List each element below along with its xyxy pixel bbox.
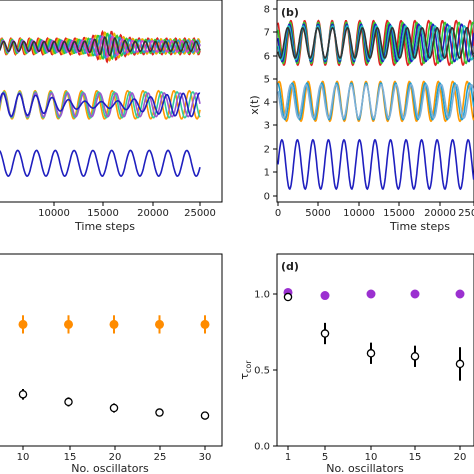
x-tick-label: 20000 <box>137 208 169 219</box>
data-point-c-0 <box>18 319 28 329</box>
x-axis-label: No. oscillators <box>326 462 404 474</box>
x-tick-label: 15000 <box>383 208 415 219</box>
x-tick-label: 20 <box>454 452 467 463</box>
x-tick-label: 25000 <box>458 208 474 219</box>
series-line-a-0-0 <box>0 149 201 177</box>
x-tick-label: 10 <box>365 452 378 463</box>
x-tick-label: 10 <box>17 452 30 463</box>
x-axis-label: Time steps <box>389 220 450 233</box>
data-point-c-1 <box>109 403 119 413</box>
x-tick-label: 5000 <box>305 208 330 219</box>
data-point-c-0 <box>155 319 164 329</box>
x-tick-label: 5 <box>322 452 328 463</box>
data-point-c-0 <box>109 319 119 329</box>
y-tick-label: 3 <box>264 121 270 132</box>
data-point-d-0 <box>410 289 420 299</box>
y-tick-label: 0.5 <box>254 366 270 377</box>
x-axis-label: Time steps <box>74 220 135 233</box>
data-point-c-1 <box>155 408 164 417</box>
y-axis-label-main: τ <box>238 373 251 380</box>
y-axis-label: x(t) <box>248 95 261 114</box>
series-line-b-2-2 <box>277 23 474 63</box>
data-point-c-1 <box>200 411 210 420</box>
x-tick-label: 1 <box>285 452 291 463</box>
data-point-d-0 <box>320 291 330 301</box>
data-point-d-0 <box>455 289 465 299</box>
y-tick-label: 8 <box>264 5 270 16</box>
series-line-a-1-3 <box>0 92 201 118</box>
y-axis-label-subscript: cor <box>244 360 253 373</box>
y-tick-label: 7 <box>264 28 270 39</box>
data-point-c-0 <box>64 319 73 329</box>
data-point-d-1 <box>366 349 376 358</box>
panel-label: (b) <box>281 6 299 19</box>
x-tick-label: 0 <box>275 208 281 219</box>
y-tick-label: 6 <box>264 52 270 63</box>
y-tick-label: 5 <box>264 75 270 86</box>
x-tick-label: 15000 <box>87 208 119 219</box>
axes-frame-d <box>276 253 474 447</box>
x-tick-label: 20000 <box>424 208 456 219</box>
data-point-c-0 <box>200 319 210 329</box>
series-line-b-0-0 <box>277 138 474 191</box>
panel-a: 10000 15000 20000 25000 Time steps <box>0 0 223 233</box>
data-point-d-1 <box>455 359 465 369</box>
x-tick-label: 30 <box>199 452 212 463</box>
x-tick-label: 15 <box>409 452 422 463</box>
axes-frame-b <box>276 0 474 203</box>
x-tick-label: 25000 <box>184 208 216 219</box>
data-point-d-0 <box>366 289 376 299</box>
data-point-d-1 <box>283 292 293 302</box>
panel-c: 10 15 20 25 30 No. oscillators <box>0 253 223 474</box>
x-axis-label: No. oscillators <box>71 462 149 474</box>
data-point-d-1 <box>410 352 420 361</box>
data-point-c-1 <box>64 397 73 407</box>
series-line-b-2-3 <box>277 24 474 61</box>
x-tick-label: 10000 <box>343 208 375 219</box>
x-tick-label: 15 <box>64 452 77 463</box>
series-line-a-2-5 <box>0 36 201 57</box>
data-point-d-1 <box>320 329 330 338</box>
y-tick-label: 2 <box>264 145 270 156</box>
y-tick-label: 4 <box>264 98 270 109</box>
panel-label: (d) <box>281 260 299 273</box>
data-point-c-1 <box>18 390 28 399</box>
y-tick-label: 1.0 <box>254 290 270 301</box>
y-tick-label: 0.0 <box>254 442 270 453</box>
axes-frame-c <box>0 253 223 447</box>
x-tick-label: 10000 <box>38 208 70 219</box>
y-axis-label: τcor <box>238 360 253 380</box>
axes-frame-a <box>0 0 223 203</box>
series-line-b-1-2 <box>277 83 474 119</box>
y-tick-label: 1 <box>264 168 270 179</box>
x-tick-label: 20 <box>109 452 122 463</box>
series-line-b-2-4 <box>277 26 474 60</box>
y-tick-label: 0 <box>264 192 270 203</box>
x-tick-label: 25 <box>154 452 167 463</box>
